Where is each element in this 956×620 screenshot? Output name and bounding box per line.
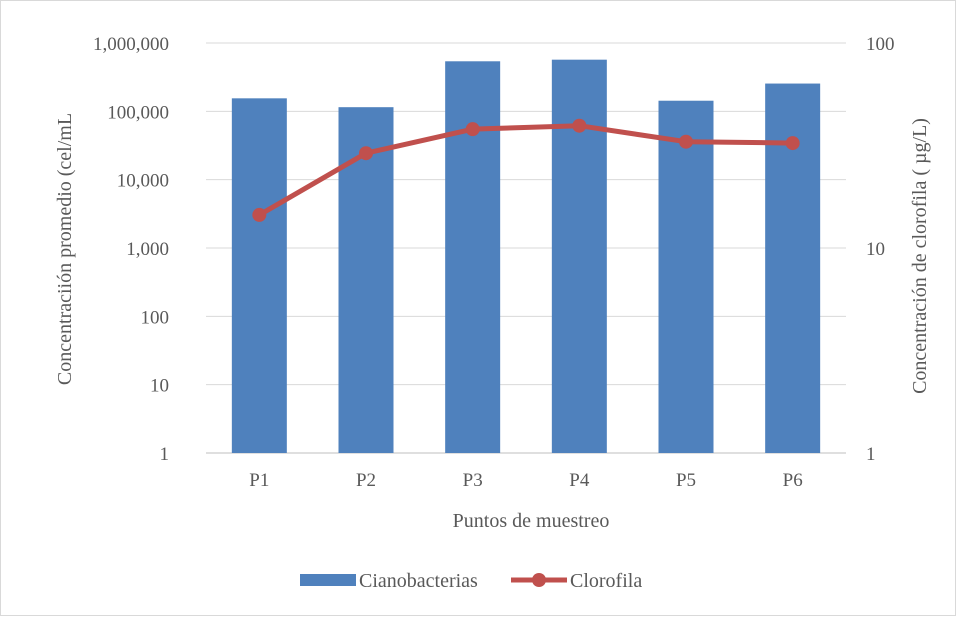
y-left-axis-title: Concentraciión promedio (cel/mL bbox=[54, 113, 76, 385]
y-right-tick-label: 10 bbox=[866, 239, 885, 260]
y-right-tick-label: 100 bbox=[866, 34, 895, 55]
gridlines bbox=[206, 42, 846, 454]
y-left-tick-label: 100,000 bbox=[107, 102, 169, 123]
x-tick-label: P5 bbox=[676, 470, 696, 491]
bar-p4 bbox=[551, 59, 607, 453]
bar-p5 bbox=[658, 100, 714, 454]
y-right-axis-title: Concentración de clorofila ( µg/L) bbox=[909, 118, 931, 394]
clorofila-point-p4 bbox=[572, 118, 587, 133]
y-right-tick-label: 1 bbox=[866, 444, 876, 465]
y-left-tick-label: 10 bbox=[150, 376, 169, 397]
tick-labels: 1 10 100 1,000 10,000 100,000 1,000,000 1 10 100 P… bbox=[93, 34, 895, 491]
x-axis-title: Puntos de muestreo bbox=[453, 510, 610, 532]
bar-p3 bbox=[445, 61, 501, 453]
clorofila-point-p2 bbox=[359, 146, 373, 161]
clorofila-line bbox=[256, 123, 796, 218]
bar-series bbox=[231, 59, 821, 454]
legend-label-clorofila: Clorofila bbox=[570, 570, 642, 592]
y-left-tick-label: 10,000 bbox=[117, 171, 169, 192]
legend-marker-clorofila bbox=[532, 573, 546, 587]
bar-p1 bbox=[231, 98, 287, 453]
y-left-tick-label: 1,000,000 bbox=[93, 34, 169, 55]
y-left-tick-label: 1,000 bbox=[126, 239, 169, 260]
legend: Cianobacterias Clorofila bbox=[300, 570, 642, 592]
legend-swatch-cianobacterias bbox=[300, 574, 356, 586]
x-tick-label: P6 bbox=[783, 470, 803, 491]
clorofila-point-p5 bbox=[679, 134, 693, 149]
y-left-tick-label: 1 bbox=[160, 444, 170, 465]
x-tick-label: P2 bbox=[356, 470, 376, 491]
legend-label-cianobacterias: Cianobacterias bbox=[359, 570, 478, 592]
x-tick-label: P4 bbox=[569, 470, 590, 491]
clorofila-point-p3 bbox=[465, 122, 480, 137]
line-series bbox=[252, 118, 800, 222]
clorofila-point-p6 bbox=[785, 136, 800, 151]
y-left-tick-label: 100 bbox=[141, 307, 170, 328]
x-tick-label: P3 bbox=[463, 470, 483, 491]
x-tick-label: P1 bbox=[249, 470, 269, 491]
clorofila-point-p1 bbox=[252, 207, 267, 222]
